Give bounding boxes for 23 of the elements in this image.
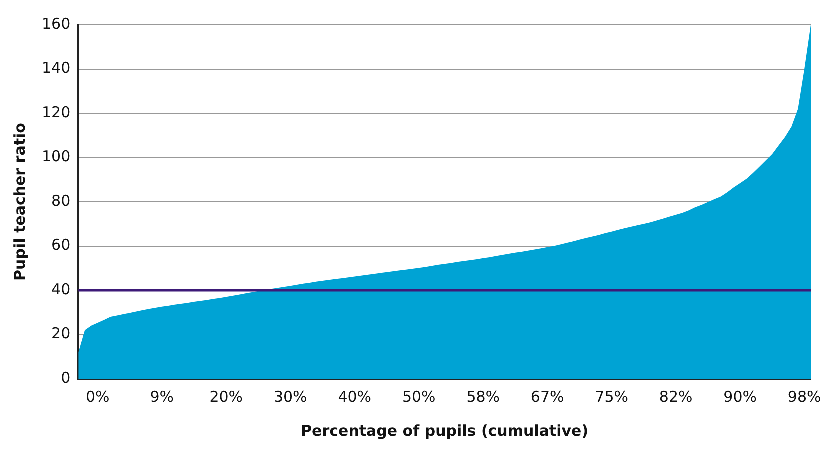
x-tick-label: 58%	[466, 388, 500, 406]
y-tick-label: 100	[42, 148, 71, 166]
y-tick-label: 120	[42, 103, 71, 122]
y-tick-label: 140	[42, 59, 71, 78]
y-tick-label: 80	[52, 192, 71, 210]
x-tick-label: 0%	[86, 388, 110, 406]
x-tick-label: 90%	[724, 388, 758, 406]
x-tick-label: 67%	[530, 388, 564, 406]
x-tick-label: 98%	[788, 388, 822, 406]
y-tick-label: 60	[52, 236, 71, 254]
x-tick-label: 20%	[210, 388, 244, 406]
x-tick-label: 30%	[274, 388, 308, 406]
y-tick-label: 20	[52, 324, 71, 343]
x-tick-label: 9%	[150, 388, 174, 406]
y-tick-label: 0	[61, 368, 71, 387]
x-tick-label: 82%	[659, 388, 693, 406]
y-axis-title: Pupil teacher ratio	[10, 123, 29, 281]
x-tick-label: 40%	[338, 388, 372, 406]
y-tick-label: 160	[42, 14, 71, 33]
y-tick-label: 40	[52, 280, 71, 298]
x-tick-label: 75%	[595, 388, 629, 406]
x-axis-title: Percentage of pupils (cumulative)	[301, 422, 589, 440]
x-tick-label: 50%	[402, 388, 436, 406]
